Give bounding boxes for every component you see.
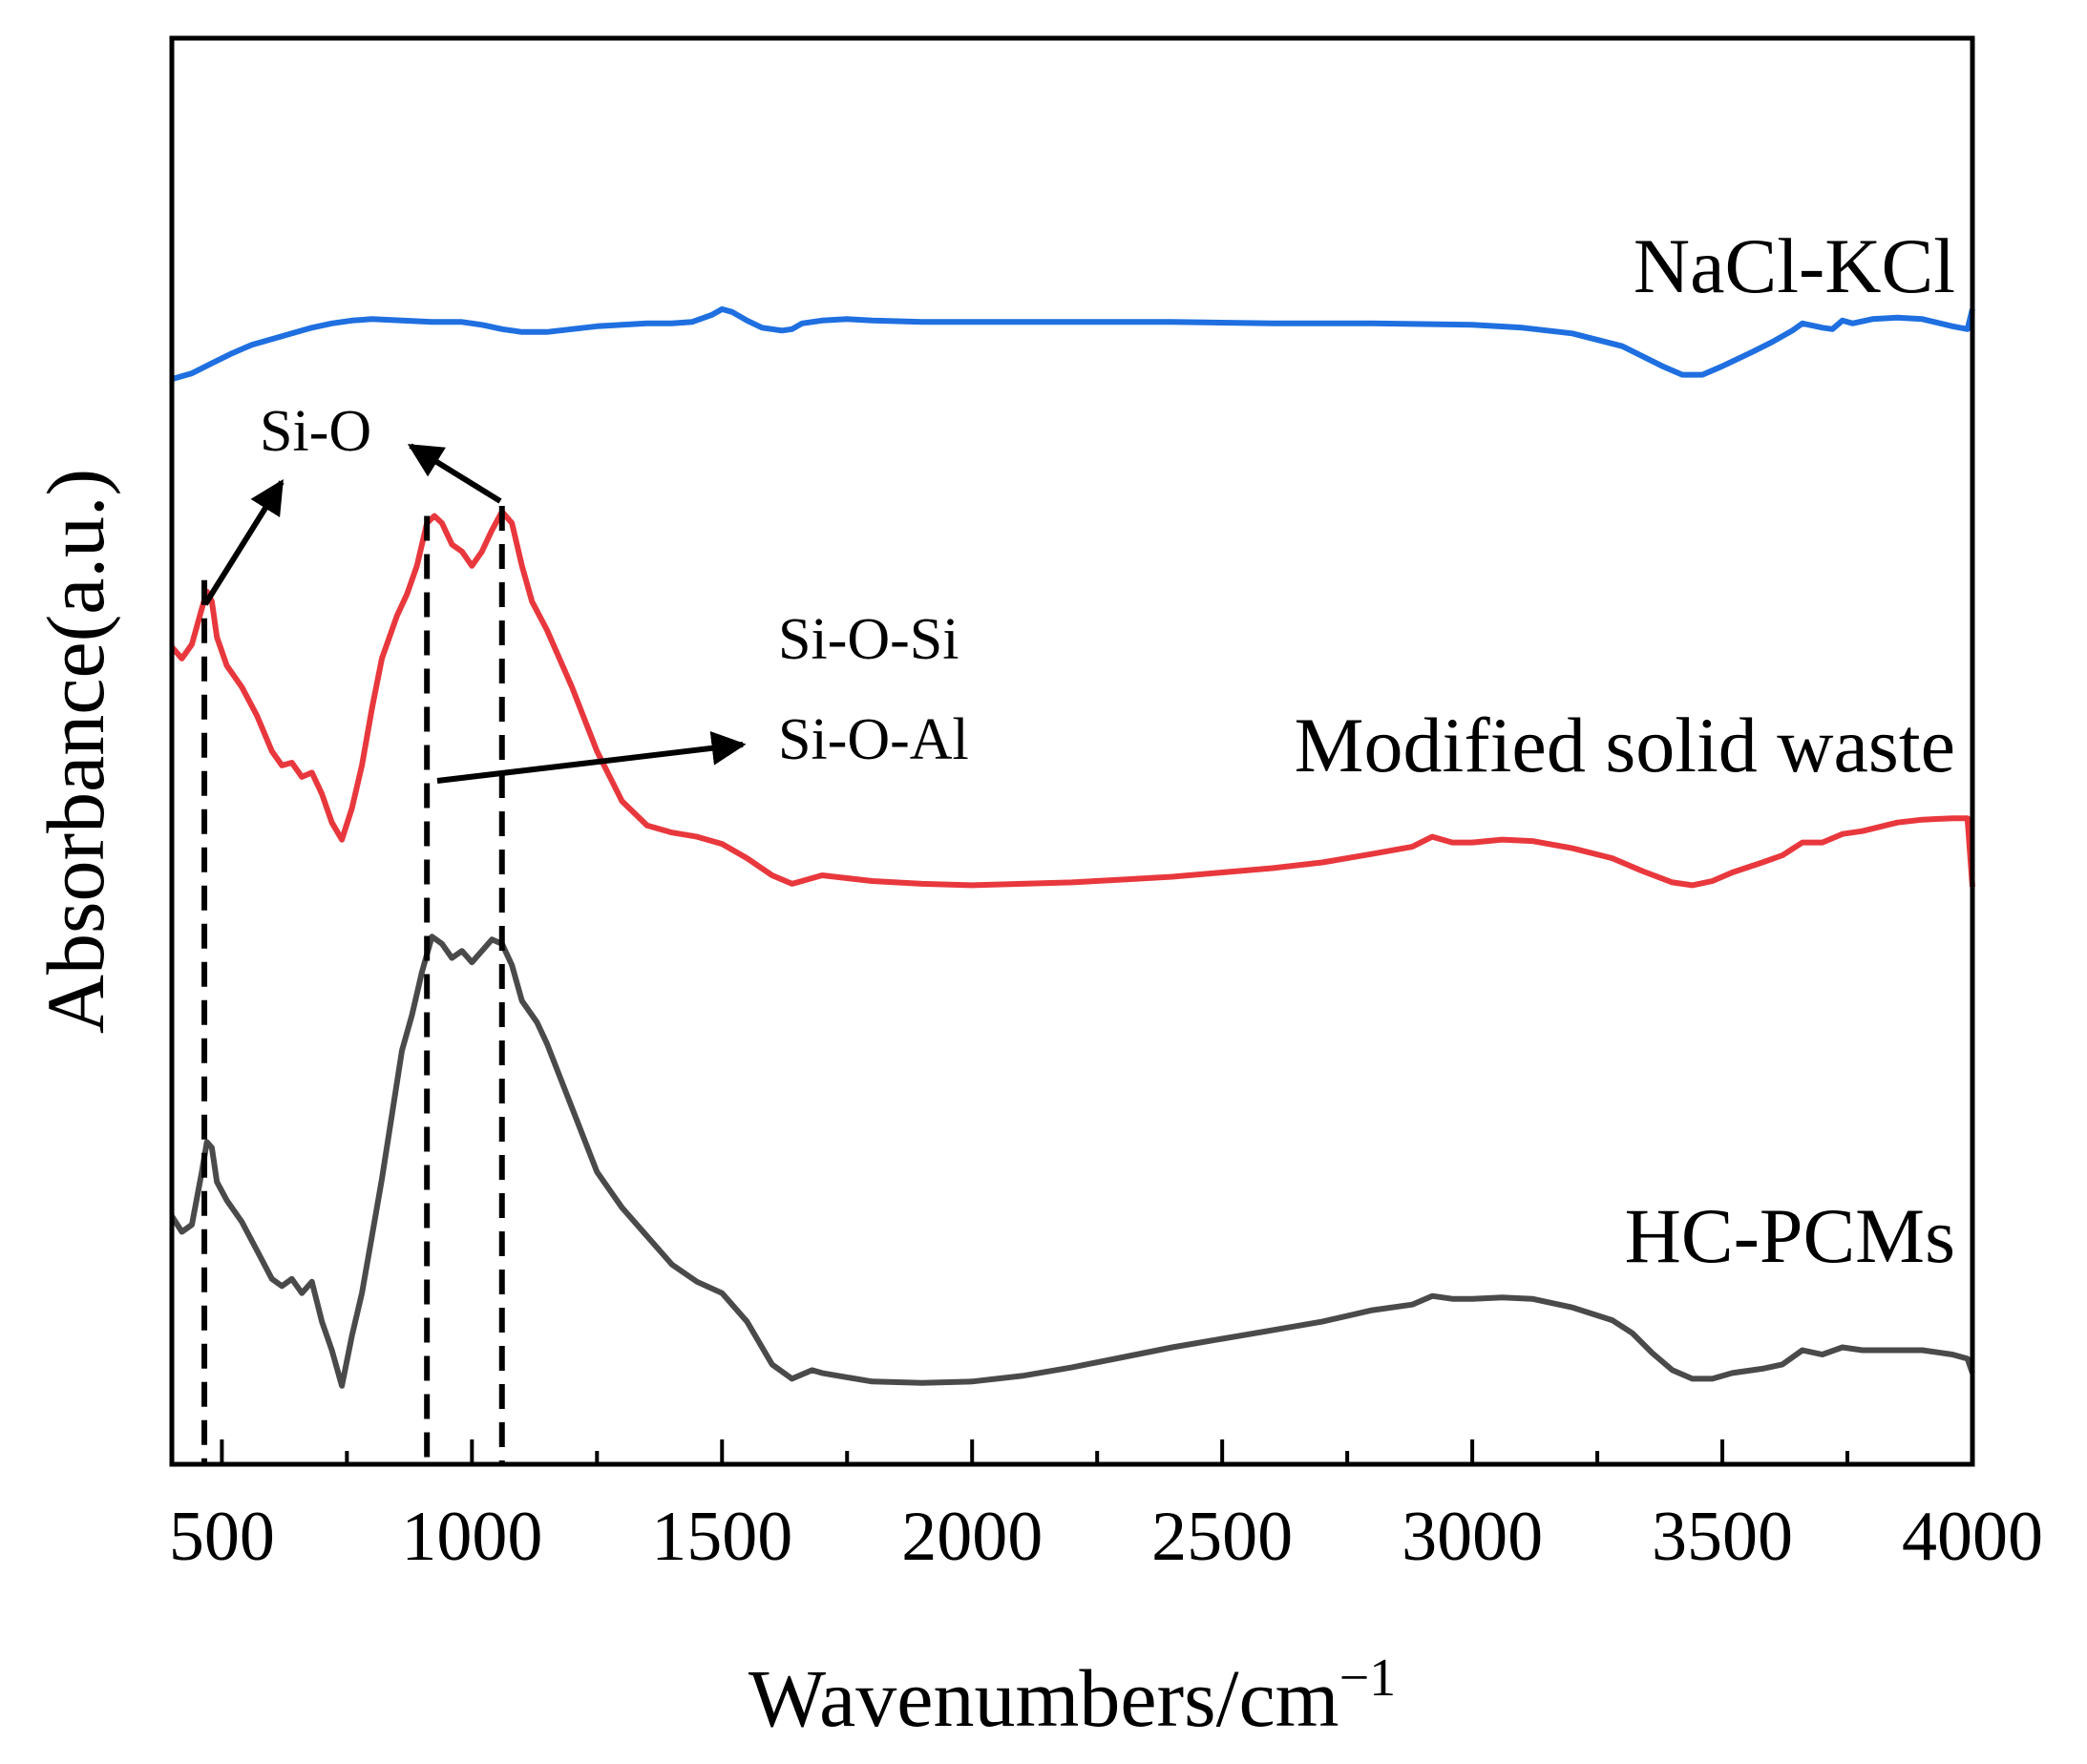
y-axis-title: Absorbance(a.u.) [30,469,121,1034]
annotation-si-o-si: Si-O-Si [778,607,959,672]
x-tick-label: 2500 [1151,1498,1293,1576]
annotation-si-o: Si-O [260,399,371,464]
x-tick-label: 3000 [1402,1498,1543,1576]
series-label-hc-pcms: HC-PCMs [1625,1192,1955,1279]
x-tick-label: 1500 [651,1498,792,1576]
series-line-nacl-kcl [171,305,1975,382]
series-group [169,305,1975,1389]
arrow-si-o-si-al [436,730,747,784]
series-line-modified-solid-waste [169,509,1975,889]
series-line-hc-pcms [169,934,1975,1389]
dashed-lines [201,506,505,1464]
annotation-si-o-al: Si-O-Al [778,707,969,772]
arrow-si-o-right [407,443,502,504]
series-label-modified-solid-waste: Modified solid waste [1295,702,1955,788]
x-tick-label: 3500 [1652,1498,1793,1576]
plot-frame [169,35,1975,1467]
arrow-si-o-left [202,478,285,606]
x-axis-title: Wavenumbers/cm−1 [748,1648,1396,1744]
x-tick-label: 2000 [901,1498,1043,1576]
x-axis-title-main: Wavenumbers/cm [748,1652,1339,1744]
x-axis-title-superscript: −1 [1339,1648,1397,1708]
x-tick-label: 500 [169,1498,275,1576]
x-ticks: 500 1000 1500 2000 2500 3000 3500 4000 [169,1439,2043,1576]
x-tick-label: 4000 [1902,1498,2043,1576]
series-label-nacl-kcl: NaCl-KCl [1634,222,1955,309]
x-tick-label: 1000 [401,1498,542,1576]
